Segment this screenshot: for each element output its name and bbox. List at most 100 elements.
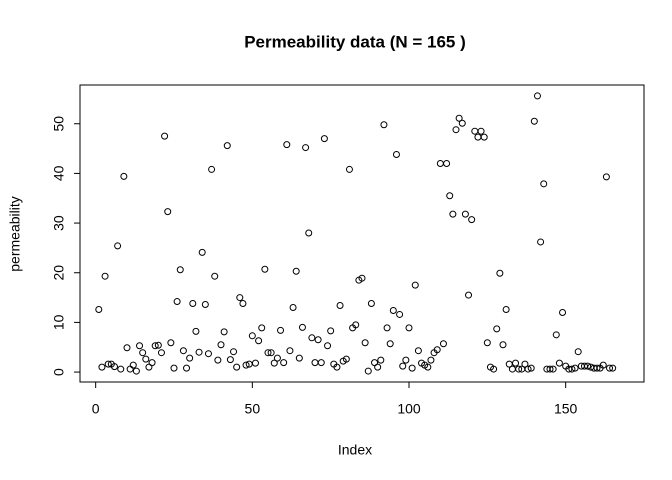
x-tick-label: 50 — [245, 401, 261, 417]
point — [220, 328, 228, 336]
point — [117, 365, 125, 373]
point — [277, 326, 285, 334]
point — [167, 339, 175, 347]
point — [458, 119, 466, 127]
point — [530, 117, 538, 125]
point — [302, 144, 310, 152]
point — [173, 298, 181, 306]
point — [455, 114, 463, 122]
point — [248, 332, 256, 340]
point — [568, 365, 576, 373]
y-tick-label: 0 — [51, 368, 67, 376]
point — [114, 242, 122, 250]
point — [333, 363, 341, 371]
point — [399, 362, 407, 370]
point — [189, 300, 197, 308]
point — [380, 121, 388, 129]
point — [386, 340, 394, 348]
point — [129, 361, 137, 369]
point — [289, 304, 297, 312]
point — [292, 267, 300, 275]
point — [345, 165, 353, 173]
point — [480, 133, 488, 141]
point — [179, 347, 187, 355]
point — [308, 334, 316, 342]
chart-title: Permeability data (N = 165 ) — [244, 32, 466, 51]
point — [483, 339, 491, 347]
point — [446, 192, 454, 200]
point — [452, 126, 460, 134]
point — [377, 356, 385, 364]
point — [433, 346, 441, 354]
point — [559, 308, 567, 316]
point — [258, 324, 266, 332]
point — [161, 132, 169, 140]
point — [208, 165, 216, 173]
point — [201, 301, 209, 309]
point — [120, 172, 128, 180]
point — [336, 302, 344, 310]
point — [283, 141, 291, 149]
point — [195, 348, 203, 356]
point — [490, 365, 498, 373]
point — [493, 325, 501, 333]
point — [352, 321, 360, 329]
point — [101, 272, 109, 280]
point — [512, 359, 520, 367]
point — [392, 151, 400, 159]
point — [317, 359, 325, 367]
point — [389, 306, 397, 314]
point — [226, 356, 234, 364]
point — [408, 364, 416, 372]
point — [139, 349, 147, 357]
point — [305, 229, 313, 237]
point — [571, 364, 579, 372]
y-tick-label: 20 — [51, 265, 67, 281]
point — [546, 365, 554, 373]
point — [461, 210, 469, 218]
point — [524, 365, 532, 373]
point — [374, 363, 382, 371]
point — [230, 348, 238, 356]
point — [533, 92, 541, 100]
point — [402, 356, 410, 364]
point — [443, 159, 451, 167]
point — [233, 363, 241, 371]
point — [110, 363, 118, 371]
point — [142, 355, 150, 363]
point — [540, 180, 548, 188]
point — [364, 367, 372, 375]
point — [383, 324, 391, 332]
point — [405, 324, 413, 332]
point — [123, 344, 131, 352]
point — [267, 349, 275, 357]
point — [521, 360, 529, 368]
point — [361, 339, 369, 347]
point — [176, 266, 184, 274]
point — [211, 272, 219, 280]
x-tick-label: 100 — [397, 401, 421, 417]
point — [602, 173, 610, 181]
point — [502, 305, 510, 313]
point — [286, 347, 294, 355]
point — [496, 269, 504, 277]
point — [270, 359, 278, 367]
point — [157, 349, 165, 357]
point — [342, 355, 350, 363]
point — [148, 359, 156, 367]
point — [95, 305, 103, 313]
point — [242, 361, 250, 369]
point — [549, 365, 557, 373]
y-tick-label: 10 — [51, 314, 67, 330]
point — [358, 274, 366, 282]
point — [251, 359, 259, 367]
point — [151, 342, 159, 350]
point — [609, 364, 617, 372]
point — [98, 363, 106, 371]
point — [414, 347, 422, 355]
point — [449, 210, 457, 218]
point — [183, 364, 191, 372]
point — [499, 341, 507, 349]
x-tick-label: 150 — [554, 401, 578, 417]
